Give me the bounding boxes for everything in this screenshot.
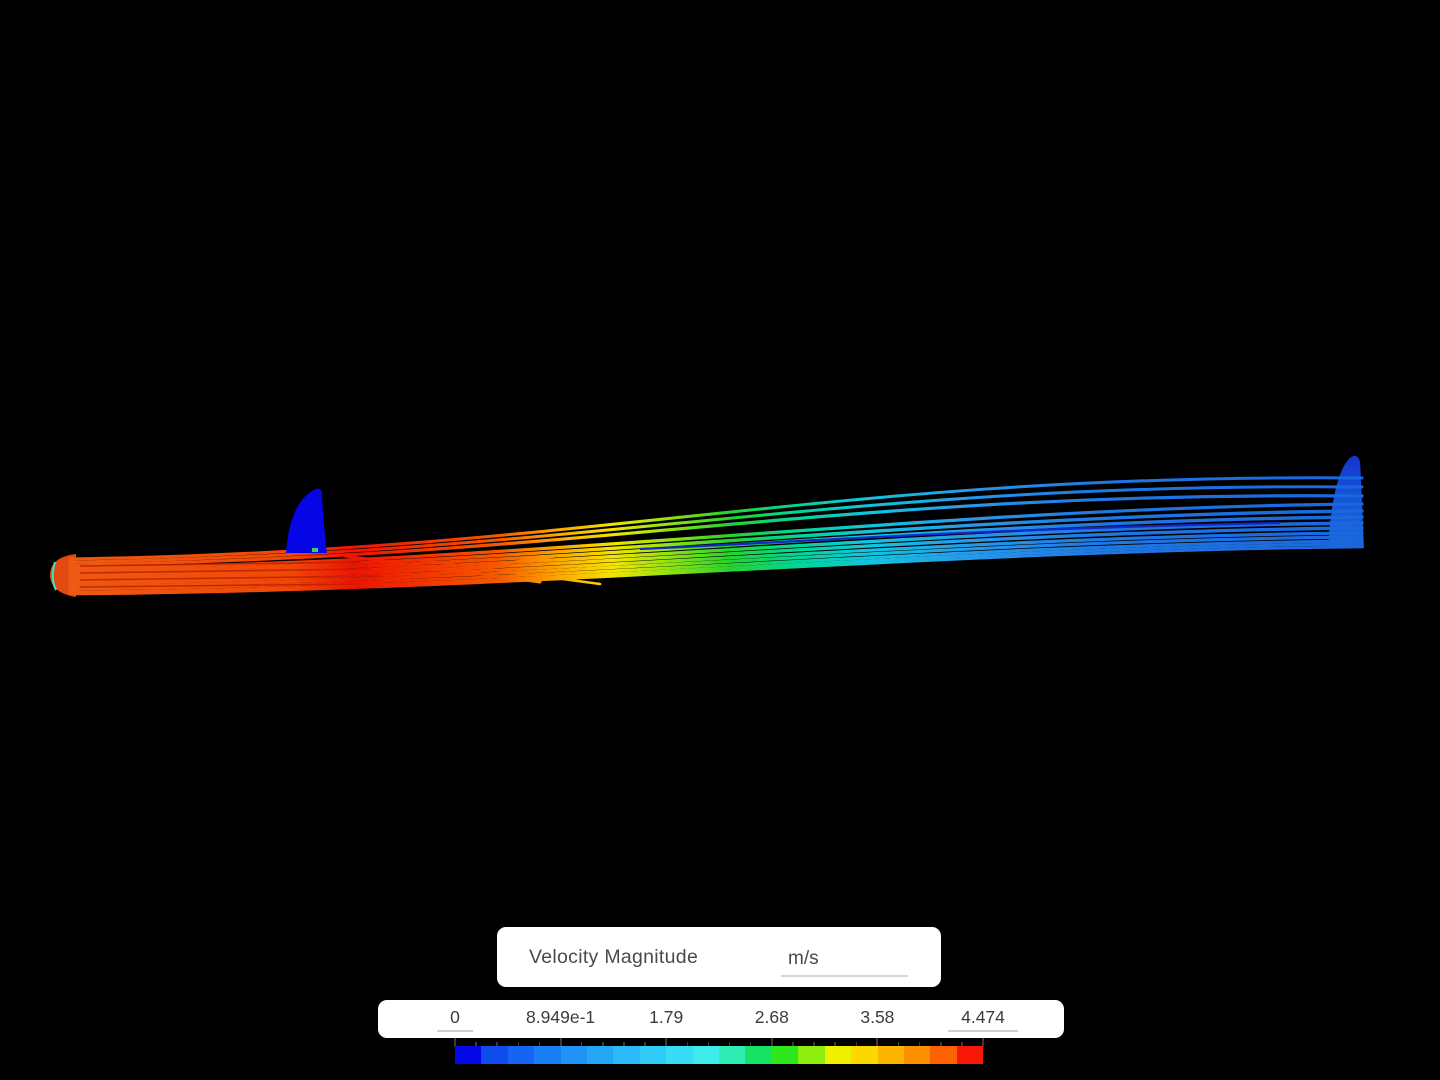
streamline <box>68 542 1364 594</box>
colorbar-segment <box>560 1046 588 1064</box>
scale-tick-label: 1.79 <box>649 1007 684 1027</box>
colorbar-segment <box>639 1046 667 1064</box>
streamline <box>68 526 1364 582</box>
scale-tick-label: 2.68 <box>754 1007 789 1027</box>
colorbar-segment <box>771 1046 799 1064</box>
colorbar-segment <box>719 1046 746 1064</box>
scale-tick <box>517 1042 520 1047</box>
colorbar-segment <box>745 1046 772 1064</box>
scale-tick <box>728 1042 731 1047</box>
colorbar-segment <box>481 1046 508 1064</box>
scale-tick <box>855 1042 858 1047</box>
streamline-shadow <box>79 568 371 574</box>
colorbar-segment <box>507 1046 535 1064</box>
scale-tick-label: 3.58 <box>860 1007 895 1027</box>
colorbar-segment <box>534 1046 561 1064</box>
streamline <box>68 521 1364 579</box>
colorbar-segment <box>798 1046 825 1064</box>
scale-tick <box>644 1042 646 1047</box>
cap-edge-highlight <box>51 561 57 591</box>
scale-tick <box>623 1042 625 1047</box>
streamline <box>68 509 1364 573</box>
scale-tick <box>813 1042 815 1047</box>
scale-tick <box>559 1038 562 1047</box>
streamline <box>68 545 1364 596</box>
fin-geometry-front <box>286 488 327 553</box>
scale-tick <box>749 1042 752 1047</box>
colorbar-segment <box>587 1046 614 1064</box>
scale-tick <box>686 1042 689 1047</box>
colorbar-segment <box>666 1046 693 1064</box>
streamline <box>418 558 602 586</box>
colorbar-segment <box>613 1046 640 1064</box>
fin-base-speck <box>312 548 318 552</box>
scale-tick <box>961 1042 963 1047</box>
streamline-dark <box>639 521 1281 551</box>
scale-tick <box>918 1042 921 1047</box>
streamline <box>68 485 1364 564</box>
scale-tick <box>580 1042 583 1047</box>
streamline <box>343 554 542 584</box>
scale-tick <box>792 1042 794 1047</box>
scale-tick <box>475 1042 477 1047</box>
scale-tick <box>876 1038 879 1047</box>
scale-tick <box>665 1038 668 1047</box>
streamline-shadow <box>79 583 361 588</box>
legend-field-label: Velocity Magnitude <box>529 946 699 968</box>
streamline <box>68 535 1364 588</box>
scale-tick <box>834 1042 836 1047</box>
scale-min-field[interactable]: 0 <box>437 1006 473 1032</box>
streamline <box>348 554 557 588</box>
scale-tick-label: 8.949e-1 <box>526 1007 596 1027</box>
scale-tick <box>707 1042 710 1047</box>
colorbar[interactable] <box>455 1046 984 1064</box>
scale-tick <box>940 1042 942 1047</box>
legend-scale-card: 0 8.949e-1 1.79 2.68 3.58 4.474 <box>378 1000 1064 1038</box>
streamline <box>68 531 1364 585</box>
legend-title-card: Velocity Magnitude m/s <box>497 927 941 987</box>
colorbar-segment <box>930 1046 957 1064</box>
colorbar-segment <box>956 1046 984 1064</box>
scale-tick <box>538 1042 541 1047</box>
colorbar-segment <box>877 1046 904 1064</box>
scale-tick <box>496 1042 498 1047</box>
colorbar-segment <box>692 1046 720 1064</box>
streamline-shadow <box>79 575 381 581</box>
streamline <box>68 494 1364 567</box>
scale-tick <box>982 1038 984 1047</box>
scale-tick <box>602 1042 604 1047</box>
scale-tick <box>770 1038 773 1047</box>
scale-max-field[interactable]: 4.474 <box>948 1006 1018 1032</box>
colorbar-segment <box>851 1046 878 1064</box>
colorbar-segment <box>903 1046 931 1064</box>
streamline-shadow <box>79 561 361 567</box>
colorbar-segment <box>455 1046 482 1064</box>
scale-tick <box>897 1042 900 1047</box>
scale-tick <box>454 1038 456 1047</box>
colorbar-segment <box>824 1046 852 1064</box>
unit-field[interactable]: m/s <box>781 941 908 977</box>
